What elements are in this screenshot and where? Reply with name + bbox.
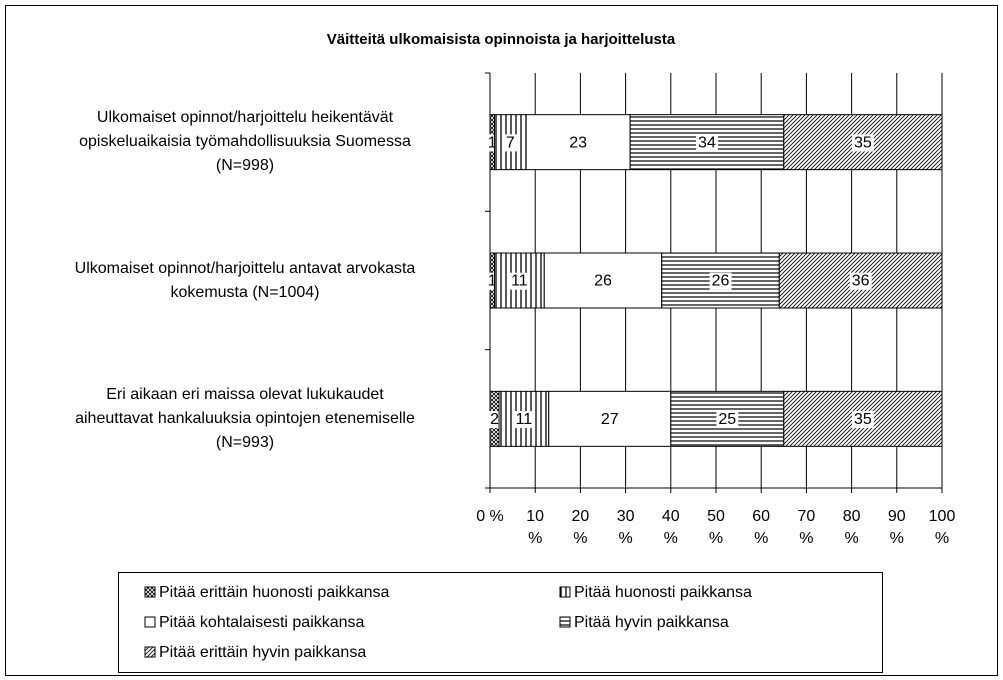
- chart-title: Väitteitä ulkomaisista opinnoista ja har…: [327, 31, 676, 48]
- value-label: 26: [594, 273, 612, 290]
- value-label: 11: [516, 411, 533, 428]
- x-tick-label: 10 %: [526, 508, 545, 547]
- value-label: 34: [698, 134, 716, 151]
- value-label: 25: [718, 411, 736, 428]
- value-label-bg: [852, 411, 874, 429]
- legend-label: Pitää kohtalaisesti paikkansa: [159, 614, 365, 631]
- value-label: 7: [506, 134, 515, 151]
- legend-swatch: [559, 586, 571, 598]
- x-tick-label: 80 %: [842, 508, 861, 547]
- x-tick-label: 20 %: [571, 508, 590, 547]
- value-label: 27: [601, 411, 619, 428]
- value-label: 35: [854, 411, 872, 428]
- value-label: 1: [488, 134, 497, 151]
- value-label-bg: [567, 134, 590, 152]
- value-label-bg: [513, 411, 535, 429]
- value-label-bg: [592, 272, 614, 290]
- value-label-bg: [852, 134, 874, 152]
- value-label-bg: [509, 272, 530, 290]
- x-tick-label: 30 %: [616, 508, 635, 547]
- x-tick-label: 40 %: [661, 508, 680, 547]
- legend-label: Pitää erittäin huonosti paikkansa: [159, 584, 389, 601]
- legend-box: [118, 572, 883, 673]
- value-label-bg: [709, 272, 732, 290]
- legend-swatch: [144, 586, 156, 598]
- value-label: 35: [854, 134, 872, 151]
- value-label: 11: [511, 273, 528, 290]
- x-tick-label: 100 %: [928, 508, 956, 547]
- legend-label: Pitää huonosti paikkansa: [574, 584, 752, 601]
- value-label: 2: [490, 411, 499, 428]
- category-label: Ulkomaiset opinnot/harjoittelu heikentäv…: [79, 109, 411, 175]
- category-label: Eri aikaan eri maissa olevat lukukaudet …: [75, 385, 415, 451]
- value-label-bg: [488, 411, 502, 429]
- x-tick-label: 60 %: [752, 508, 771, 547]
- value-label: 1: [488, 273, 497, 290]
- value-label-bg: [503, 134, 517, 152]
- x-tick-label: 0 %: [476, 508, 504, 525]
- value-label-bg: [696, 134, 718, 152]
- x-tick-label: 90 %: [887, 508, 906, 547]
- category-label: Ulkomaiset opinnot/harjoittelu antavat a…: [74, 259, 416, 301]
- legend-label: Pitää hyvin paikkansa: [574, 614, 729, 631]
- value-label: 23: [569, 134, 587, 151]
- value-label: 36: [852, 273, 870, 290]
- value-label-bg: [849, 272, 872, 290]
- x-tick-label: 50 %: [707, 508, 725, 547]
- legend-swatch: [144, 616, 156, 628]
- legend-swatch: [144, 646, 156, 658]
- legend-label: Pitää erittäin hyvin paikkansa: [159, 644, 366, 661]
- value-label: 26: [712, 273, 730, 290]
- value-label-bg: [598, 411, 621, 429]
- legend-swatch: [559, 616, 571, 628]
- x-tick-label: 70 %: [797, 508, 816, 547]
- value-label-bg: [716, 411, 739, 429]
